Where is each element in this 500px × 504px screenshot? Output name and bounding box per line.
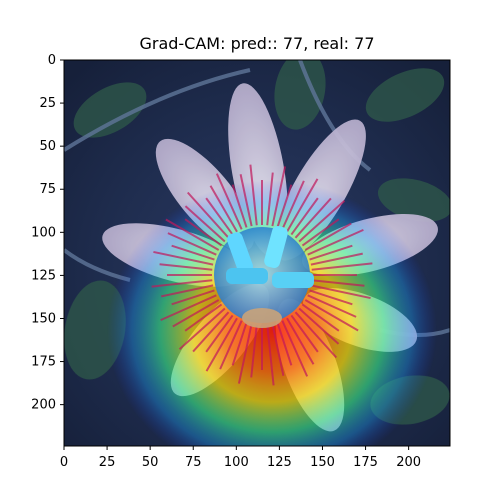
y-tick-label: 175 <box>31 355 56 370</box>
filament <box>161 284 214 298</box>
y-tick-label: 25 <box>39 96 56 111</box>
filament <box>192 311 230 353</box>
filament <box>276 184 293 228</box>
filament <box>186 191 230 239</box>
filament <box>310 284 371 300</box>
y-tick-label: 125 <box>31 268 56 283</box>
filament <box>281 320 309 377</box>
y-tick-label: 50 <box>39 139 56 154</box>
filament <box>271 323 285 376</box>
filament <box>294 311 338 359</box>
plot-title: Grad-CAM: pred:: 77, real: 77 <box>139 34 375 53</box>
filament <box>205 197 234 236</box>
y-tick-label: 200 <box>31 398 56 413</box>
filament <box>290 314 319 353</box>
filament <box>310 252 363 266</box>
filament <box>209 185 238 233</box>
filament <box>184 218 223 247</box>
filament <box>171 244 215 261</box>
filament <box>311 262 373 271</box>
filament <box>266 172 274 226</box>
filament <box>219 320 243 370</box>
filament <box>165 218 220 251</box>
y-axis: 0 25 50 75 100 125 150 175 200 <box>31 53 64 413</box>
filament <box>294 197 332 239</box>
filament <box>304 222 352 251</box>
y-tick-label: 100 <box>31 225 56 240</box>
filament <box>231 184 248 228</box>
filament <box>307 294 357 318</box>
filament <box>298 199 346 243</box>
filament <box>271 166 287 227</box>
filament <box>184 303 223 332</box>
filament <box>276 322 293 366</box>
y-tick-label: 0 <box>48 53 56 68</box>
filament <box>304 299 359 332</box>
x-tick-label: 0 <box>60 455 68 470</box>
corona-filaments <box>151 164 373 386</box>
filament <box>237 323 253 384</box>
filament <box>167 232 217 256</box>
filament <box>307 228 364 256</box>
filament <box>171 289 215 306</box>
filament <box>239 174 253 227</box>
filament <box>231 322 248 366</box>
filament <box>311 279 365 287</box>
filament <box>153 250 214 266</box>
x-tick-label: 25 <box>99 455 116 470</box>
filament <box>309 289 353 306</box>
y-tick-label: 150 <box>31 311 56 326</box>
filament <box>172 299 220 328</box>
filament <box>286 178 319 233</box>
filament <box>178 307 226 351</box>
filament <box>159 263 213 271</box>
filament <box>151 279 213 288</box>
filament <box>298 307 340 345</box>
x-tick-label: 200 <box>396 455 421 470</box>
x-tick-label: 100 <box>224 455 249 470</box>
filament <box>266 324 275 386</box>
flower-center <box>214 225 314 328</box>
filament <box>249 164 258 226</box>
x-tick-label: 175 <box>353 455 378 470</box>
filament <box>286 317 315 365</box>
filament <box>281 180 305 230</box>
filament <box>160 294 217 322</box>
filament <box>205 317 238 372</box>
x-tick-label: 150 <box>310 455 335 470</box>
filament <box>215 173 243 230</box>
y-tick-label: 75 <box>39 182 56 197</box>
x-tick-label: 50 <box>142 455 159 470</box>
x-axis: 0 25 50 75 100 125 150 175 200 <box>60 446 421 470</box>
filament <box>184 205 226 243</box>
filament <box>250 324 258 378</box>
filament <box>301 218 340 247</box>
gradcam-image <box>64 60 450 446</box>
filament <box>290 197 319 236</box>
x-tick-label: 75 <box>185 455 202 470</box>
x-tick-label: 125 <box>267 455 292 470</box>
filament <box>301 303 340 332</box>
filament <box>309 244 353 261</box>
filament <box>205 314 234 353</box>
axes-frame <box>63 59 451 447</box>
